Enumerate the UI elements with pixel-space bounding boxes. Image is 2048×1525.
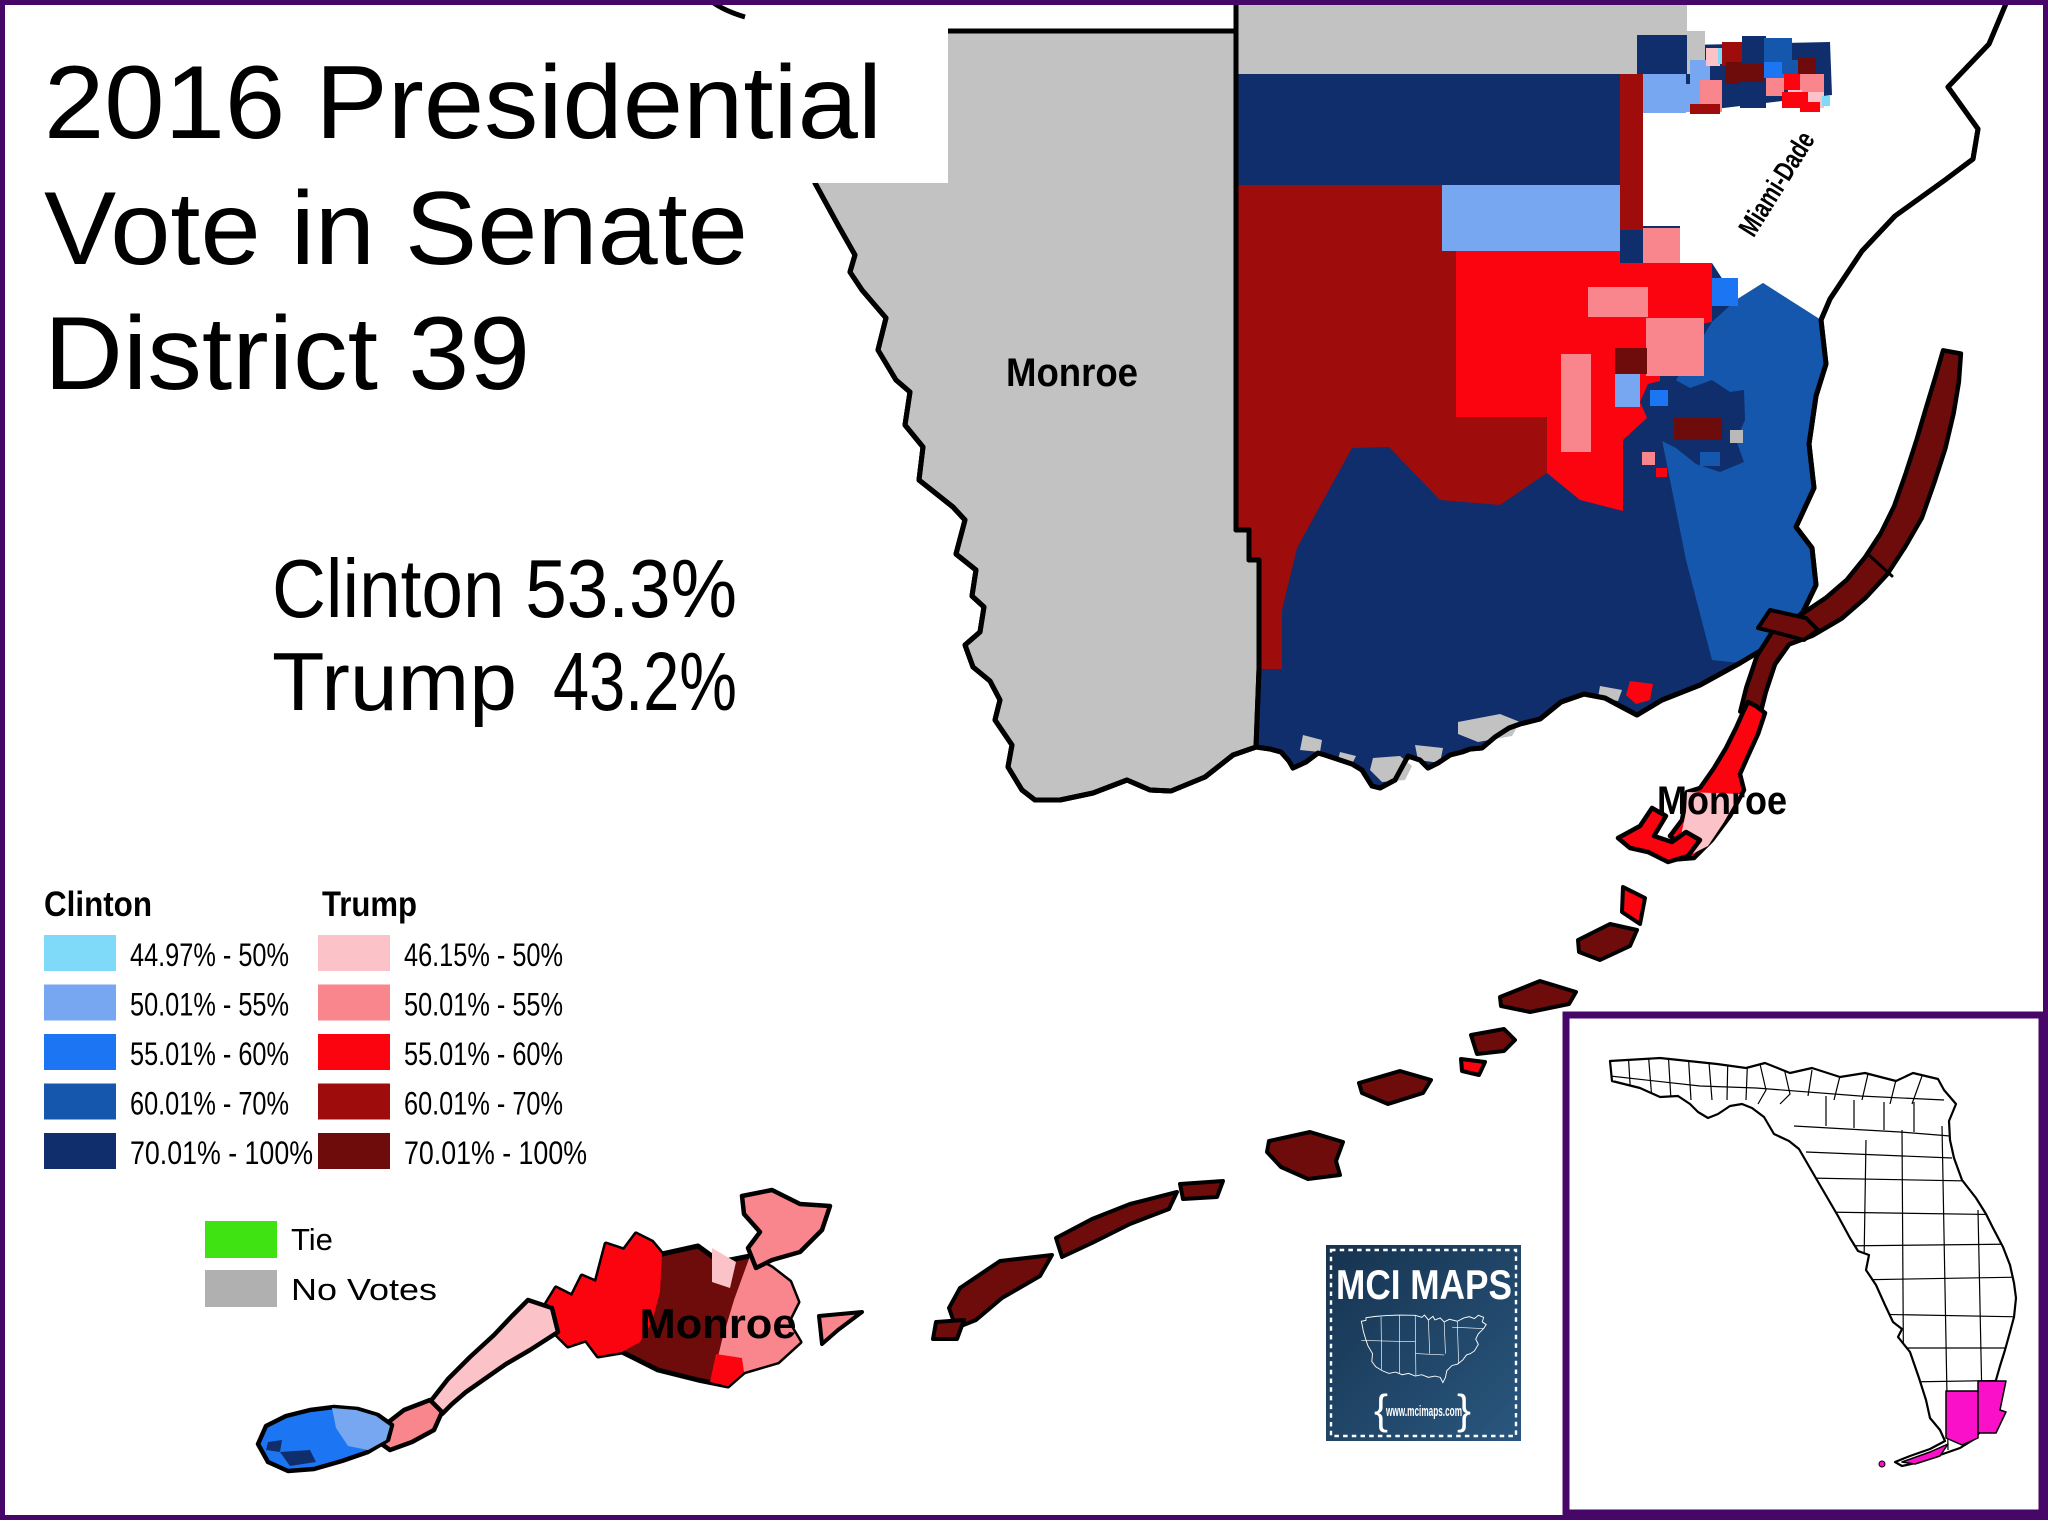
svg-text:www.mcimaps.com: www.mcimaps.com <box>1385 1403 1462 1420</box>
svg-text:Monroe: Monroe <box>1657 779 1787 823</box>
svg-text:Clinton 53.3%: Clinton 53.3% <box>272 542 737 635</box>
svg-text:Monroe: Monroe <box>640 1300 797 1347</box>
svg-text:{: { <box>1374 1386 1388 1433</box>
svg-text:No Votes: No Votes <box>291 1272 437 1307</box>
svg-text:Trump: Trump <box>272 635 517 728</box>
svg-text:District 39: District 39 <box>44 296 530 412</box>
svg-text:43.2%: 43.2% <box>553 635 737 728</box>
svg-text:60.01% - 70%: 60.01% - 70% <box>130 1086 289 1122</box>
svg-text:Monroe: Monroe <box>1006 351 1138 395</box>
svg-text:Tie: Tie <box>291 1222 333 1257</box>
svg-text:70.01% - 100%: 70.01% - 100% <box>404 1135 587 1171</box>
svg-text:70.01% - 100%: 70.01% - 100% <box>130 1135 313 1171</box>
svg-text:46.15% - 50%: 46.15% - 50% <box>404 937 563 973</box>
svg-text:Clinton: Clinton <box>44 885 152 924</box>
svg-text:MCI MAPS: MCI MAPS <box>1336 1261 1512 1308</box>
svg-text:44.97% - 50%: 44.97% - 50% <box>130 937 289 973</box>
svg-text:55.01% - 60%: 55.01% - 60% <box>130 1036 289 1072</box>
svg-text:50.01% - 55%: 50.01% - 55% <box>130 987 289 1023</box>
svg-text:}: } <box>1457 1386 1471 1433</box>
svg-text:Vote in Senate: Vote in Senate <box>44 171 748 287</box>
svg-text:50.01% - 55%: 50.01% - 55% <box>404 987 563 1023</box>
svg-text:2016 Presidential: 2016 Presidential <box>44 45 882 161</box>
svg-text:Trump: Trump <box>322 885 417 924</box>
svg-text:60.01% - 70%: 60.01% - 70% <box>404 1086 563 1122</box>
svg-text:55.01% - 60%: 55.01% - 60% <box>404 1036 563 1072</box>
